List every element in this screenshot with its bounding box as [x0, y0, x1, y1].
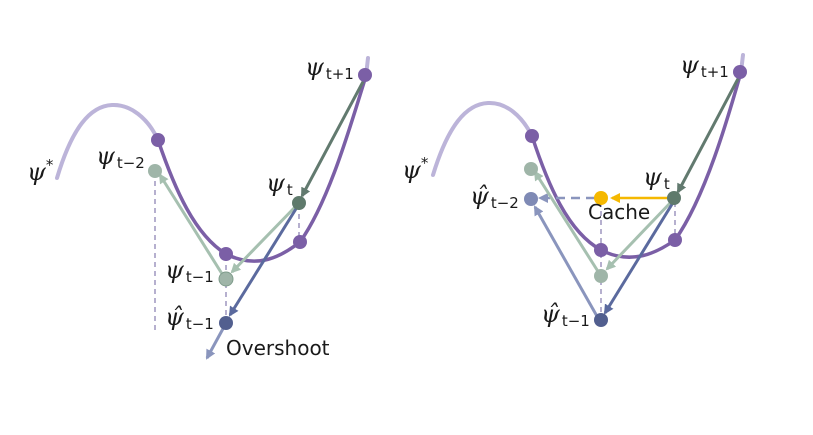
right-curve-light: [431, 100, 534, 177]
left-node-t: [292, 196, 306, 210]
left-arrow-tminus1-to-tminus2: [158, 173, 226, 278]
left-node-purple-right: [293, 235, 307, 249]
right-arrow-hat-tminus1-to-hat-tminus2: [533, 205, 600, 319]
right-node-purple-top-left: [525, 129, 539, 143]
left-curve-dark: [156, 74, 368, 263]
left-node-tminus1: [218, 271, 234, 287]
right-arrow-tplus1-to-t: [676, 74, 742, 194]
right-node-hat-tminus2: [524, 192, 538, 206]
left-arrow-overshoot: [205, 324, 227, 360]
left-label-psi-star: ψ*: [27, 156, 54, 186]
right-label-psi-star: ψ*: [402, 154, 429, 184]
right-node-tminus2: [524, 162, 538, 176]
left-label-psi-hat-tminus1: ψ̂ t−1: [165, 303, 214, 333]
left-arrow-t-to-tminus1: [230, 202, 300, 274]
left-node-purple-top-left: [151, 133, 165, 147]
left-arrow-tplus1-to-t: [300, 77, 367, 198]
right-label-cache: Cache: [588, 200, 650, 224]
right-arrow-t-to-hat-tminus1: [603, 200, 676, 315]
left-curve-light: [55, 102, 160, 180]
right-node-t: [667, 191, 681, 205]
right-node-tminus1: [594, 269, 608, 283]
left-arrow-t-to-hat-tminus1: [228, 203, 301, 317]
right-arrow-t-to-tminus1: [605, 198, 675, 271]
right-node-purple-right: [668, 233, 682, 247]
right-label-psi-tplus1: ψ t+1: [680, 51, 729, 81]
right-node-purple-bottom: [594, 243, 608, 257]
right-label-psi-hat-tminus1: ψ̂ t−1: [541, 300, 590, 330]
right-node-cache: [594, 191, 608, 205]
left-node-hat-tminus1: [219, 316, 233, 330]
right-curve-dark: [530, 70, 743, 259]
left-label-psi-tminus1: ψ t−1: [165, 256, 214, 286]
left-label-psi-tminus2: ψ t−2: [96, 142, 145, 172]
left-label-overshoot: Overshoot: [226, 336, 330, 360]
left-node-tplus1: [358, 68, 372, 82]
left-node-tminus2: [148, 164, 162, 178]
right-label-psi-hat-tminus2: ψ̂ t−2: [470, 182, 519, 212]
left-node-purple-bottom: [219, 247, 233, 261]
left-label-psi-tplus1: ψ t+1: [305, 53, 354, 83]
right-node-tplus1: [733, 65, 747, 79]
right-node-hat-tminus1: [594, 313, 608, 327]
right-arrow-tminus1-to-tminus2: [533, 170, 601, 274]
